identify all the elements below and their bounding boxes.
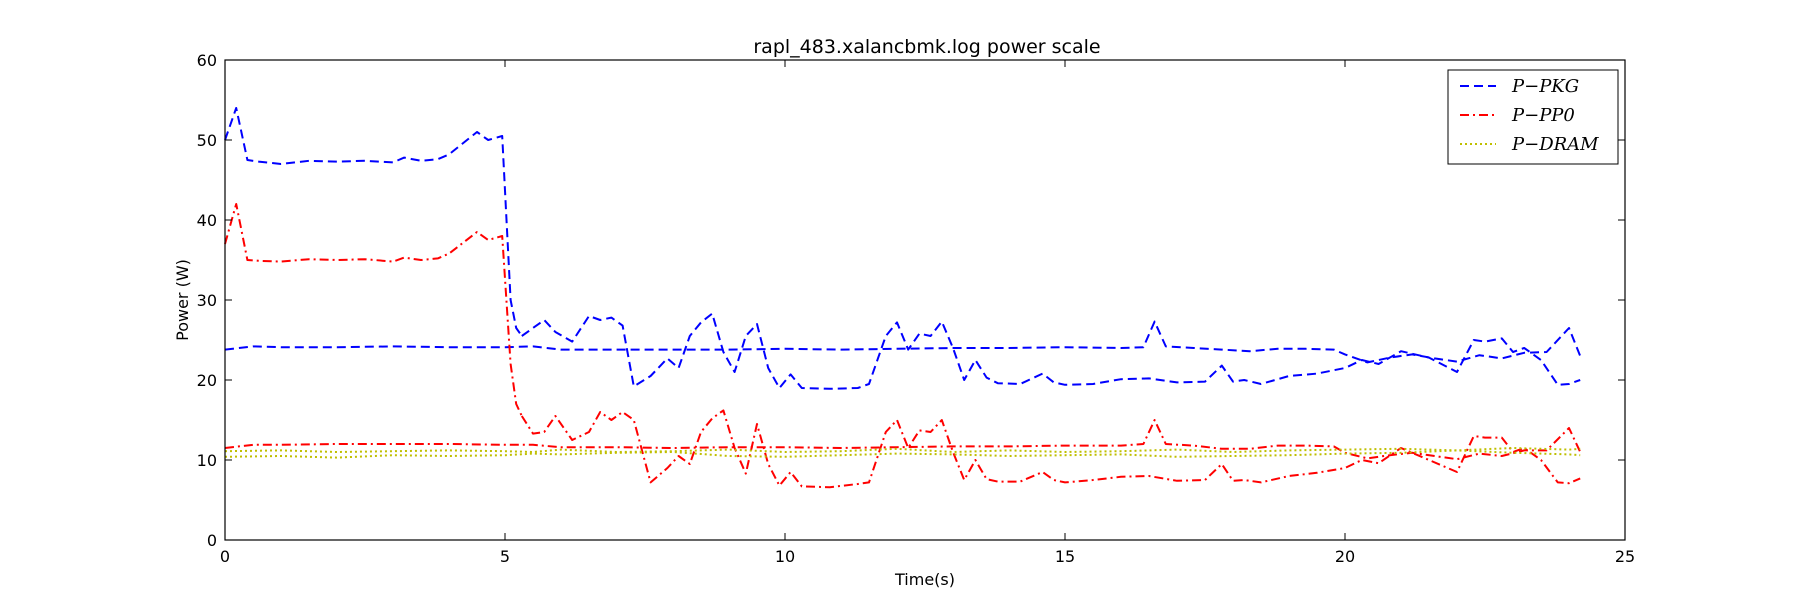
y-axis: 0 10 20 30 40 50 60 <box>197 51 1625 550</box>
x-tick-label: 20 <box>1335 547 1355 566</box>
y-tick-label: 20 <box>197 371 217 390</box>
series-0-line-0 <box>224 107 523 337</box>
y-tick-label: 10 <box>197 451 217 470</box>
series-1-line-0 <box>224 203 523 417</box>
series-0-line-2 <box>224 320 1582 364</box>
legend-label-0: P−PKG <box>1511 76 1579 97</box>
x-tick-label: 10 <box>775 547 795 566</box>
series-0-line-1 <box>521 312 1581 390</box>
legend-label-2: P−DRAM <box>1511 134 1599 155</box>
x-axis-label: Time(s) <box>894 570 955 589</box>
x-tick-label: 0 <box>220 547 230 566</box>
y-tick-label: 30 <box>197 291 217 310</box>
chart-title: rapl_483.xalancbmk.log power scale <box>753 36 1100 58</box>
plot-frame <box>224 59 1626 541</box>
series-2-line-1 <box>224 447 1581 453</box>
x-tick-label: 25 <box>1615 547 1635 566</box>
series-0 <box>224 107 1582 390</box>
legend-label-1: P−PP0 <box>1511 105 1575 126</box>
x-tick-label: 5 <box>500 547 510 566</box>
y-tick-label: 0 <box>207 531 217 550</box>
x-tick-label: 15 <box>1055 547 1075 566</box>
y-tick-label: 40 <box>197 211 217 230</box>
plot-lines <box>224 107 1582 489</box>
y-tick-label: 60 <box>197 51 217 70</box>
y-tick-label: 50 <box>197 131 217 150</box>
legend: P−PKG P−PP0 P−DRAM <box>1447 69 1619 165</box>
y-axis-label: Power (W) <box>173 259 192 341</box>
x-axis: 0 5 10 15 20 25 <box>220 60 1635 566</box>
series-1-line-2 <box>224 419 1582 461</box>
series-1-line-1 <box>520 409 1581 489</box>
series-1 <box>224 203 1582 489</box>
